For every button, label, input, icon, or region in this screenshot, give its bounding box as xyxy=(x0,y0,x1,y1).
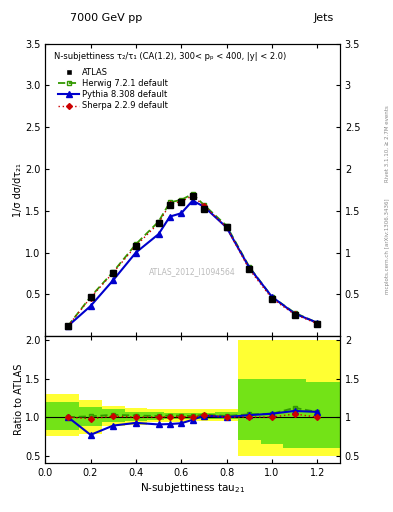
Text: Jets: Jets xyxy=(314,13,334,23)
Text: N-subjettiness τ₂/τ₁ (CA(1.2), 300< pₚ < 400, |y| < 2.0): N-subjettiness τ₂/τ₁ (CA(1.2), 300< pₚ <… xyxy=(54,52,286,61)
Text: Rivet 3.1.10, ≥ 2.7M events: Rivet 3.1.10, ≥ 2.7M events xyxy=(385,105,389,182)
Y-axis label: Ratio to ATLAS: Ratio to ATLAS xyxy=(14,364,24,435)
Text: ATLAS_2012_I1094564: ATLAS_2012_I1094564 xyxy=(149,267,236,276)
X-axis label: N-subjettiness tau$_{21}$: N-subjettiness tau$_{21}$ xyxy=(140,481,245,495)
Y-axis label: 1/σ dσ/dτ₂₁: 1/σ dσ/dτ₂₁ xyxy=(13,163,24,217)
Text: mcplots.cern.ch [arXiv:1306.3436]: mcplots.cern.ch [arXiv:1306.3436] xyxy=(385,198,389,293)
Text: 7000 GeV pp: 7000 GeV pp xyxy=(70,13,142,23)
Legend: ATLAS, Herwig 7.2.1 default, Pythia 8.308 default, Sherpa 2.2.9 default: ATLAS, Herwig 7.2.1 default, Pythia 8.30… xyxy=(58,68,168,111)
